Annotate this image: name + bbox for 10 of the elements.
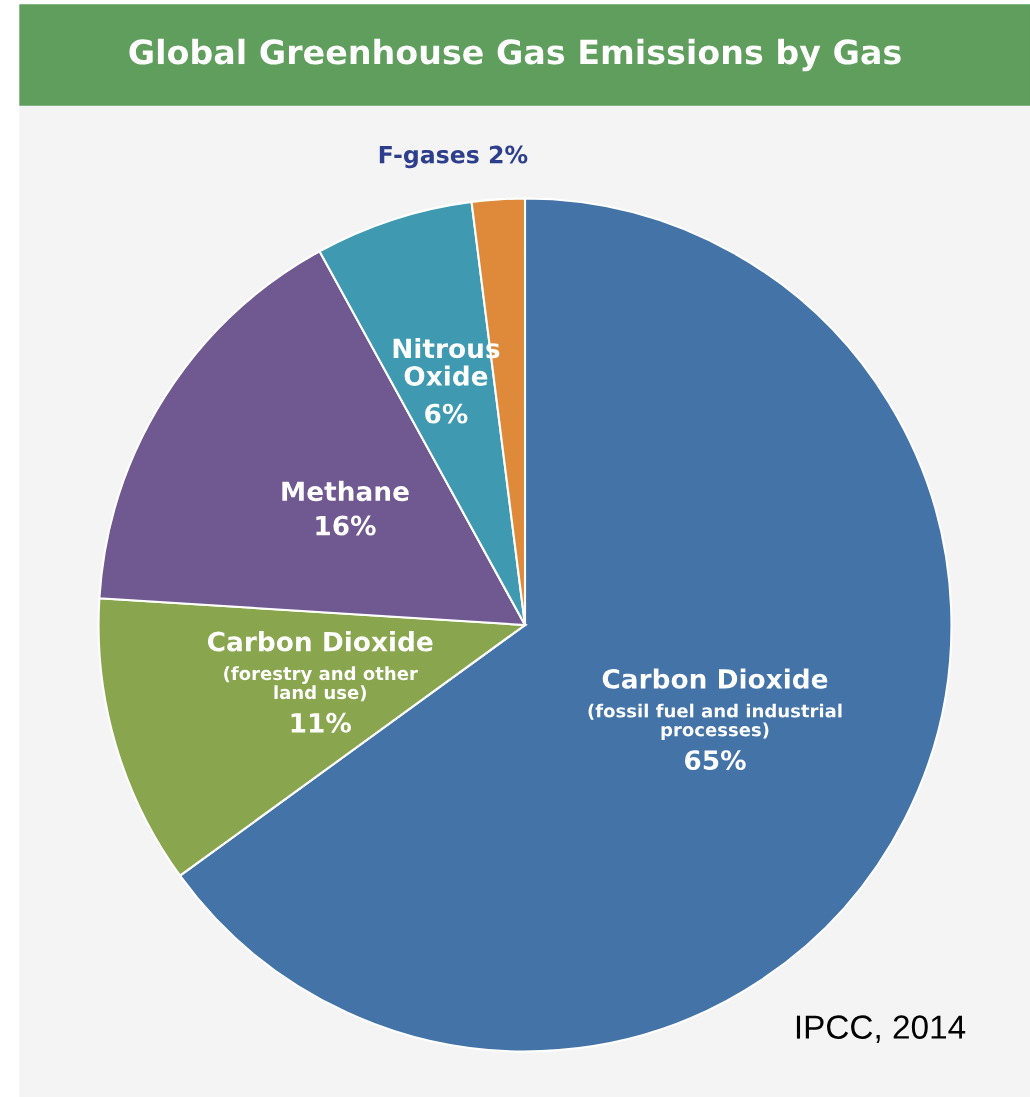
data-label: 65% — [685, 750, 746, 771]
slice-label: Carbon Dioxide (fossil fuel and industrial processes) — [588, 668, 842, 740]
data-label: 11% — [291, 712, 351, 733]
data-label: 6% — [425, 403, 468, 424]
slice-label: Methane — [282, 480, 409, 502]
text: IPCC, 2014 — [796, 1015, 966, 1043]
slice-label: Carbon Dioxide (forestry and other land use) — [207, 631, 433, 702]
data-label: 16% — [316, 515, 376, 536]
chart-title: Global Greenhouse Gas Emissions by Gas — [129, 38, 901, 72]
slice-label: F-gases 2% — [379, 145, 528, 169]
